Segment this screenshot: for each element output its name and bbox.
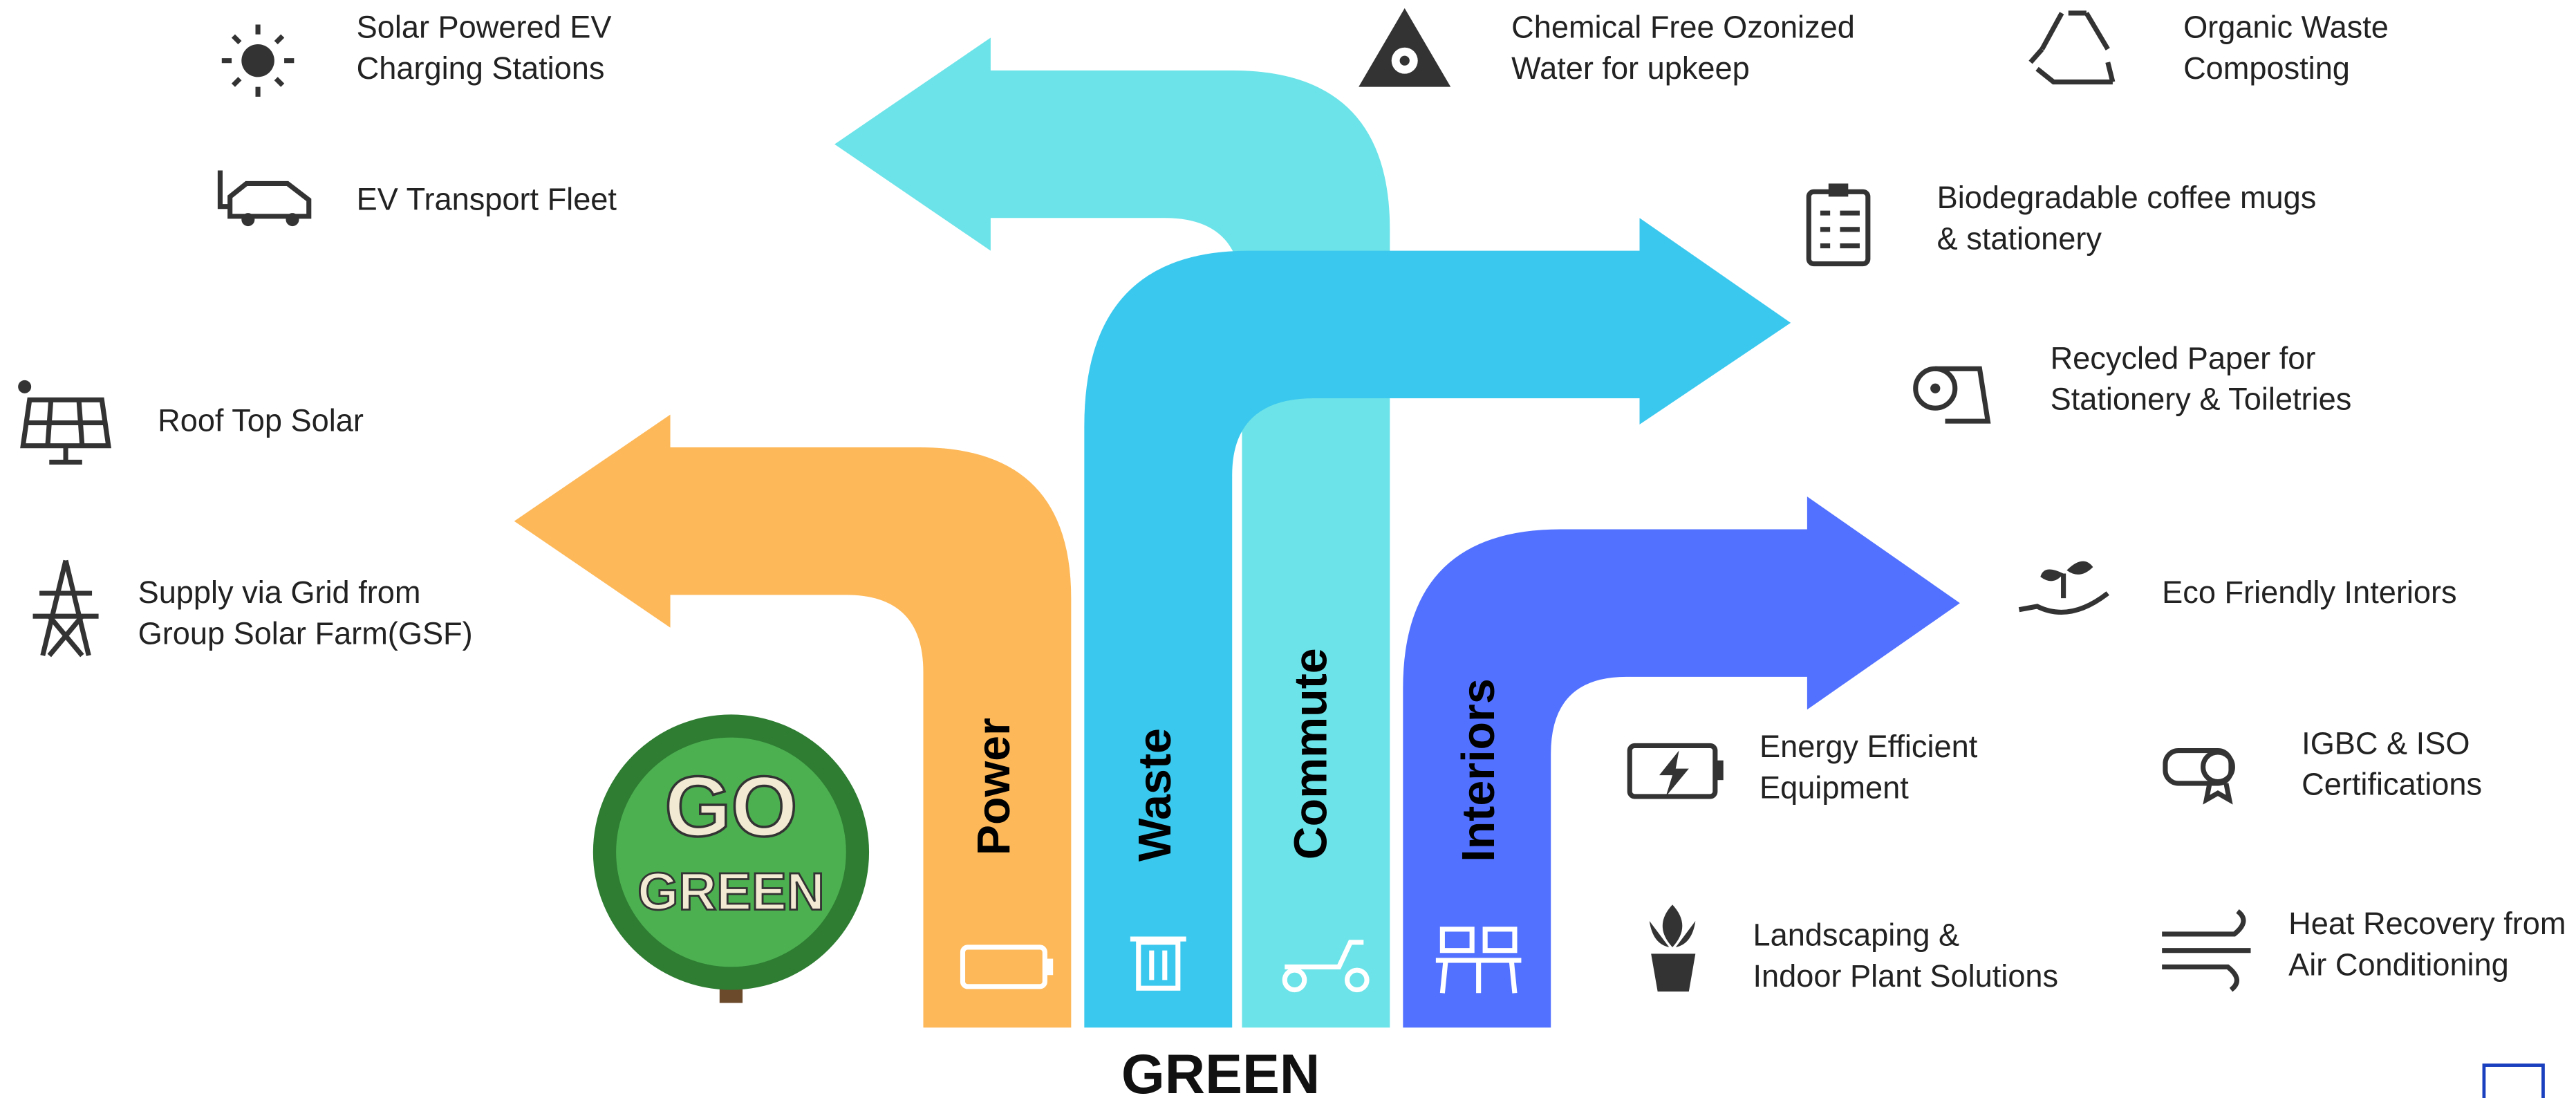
- item-text: Eco Friendly Interiors: [2162, 575, 2456, 610]
- clipboard-icon: [1809, 183, 1868, 263]
- item-text: Roof Top Solar: [158, 402, 364, 438]
- certificate-icon: [2165, 751, 2232, 800]
- go-green-logo: GO GREEN: [593, 714, 869, 1003]
- item-text: Recycled Paper for: [2051, 340, 2316, 375]
- item-text: Group Solar Farm(GSF): [138, 616, 473, 651]
- sun-icon: [222, 25, 295, 97]
- item-text: & stationery: [1937, 221, 2102, 256]
- paper-roll-icon: [1916, 369, 1988, 421]
- item-text: Air Conditioning: [2288, 947, 2509, 982]
- item-text: Certifications: [2302, 767, 2482, 802]
- item-text: Heat Recovery from: [2288, 906, 2566, 941]
- hazard-icon: [1359, 8, 1450, 87]
- solar-panel-icon: [18, 380, 109, 463]
- item-text: Stationery & Toiletries: [2051, 382, 2352, 417]
- item-text: Solar Powered EV: [357, 10, 612, 45]
- arrow-label: Waste: [1130, 728, 1181, 862]
- logo-text: GO: [664, 759, 797, 855]
- footer-title: GREEN: [1121, 1043, 1320, 1098]
- item-text: Supply via Grid from: [138, 575, 421, 610]
- item-text: Chemical Free Ozonized: [1511, 10, 1855, 45]
- corner-logo: [2484, 1066, 2544, 1098]
- arrow-label: Power: [969, 718, 1020, 855]
- arrow-label: Interiors: [1453, 678, 1504, 862]
- logo-text: GREEN: [637, 863, 824, 922]
- item-text: Landscaping &: [1753, 918, 1959, 953]
- item-text: Composting: [2183, 50, 2350, 86]
- item-text: Water for upkeep: [1511, 50, 1750, 86]
- item-text: Charging Stations: [357, 50, 605, 86]
- item-text: Energy Efficient: [1760, 729, 1978, 764]
- wind-icon: [2162, 911, 2250, 990]
- plant-hand-icon: [2019, 561, 2107, 613]
- diagram: Power Waste Commute Interiors GO GREEN G…: [0, 0, 2576, 1098]
- item-text: IGBC & ISO: [2302, 725, 2470, 761]
- pylon-icon: [33, 561, 99, 655]
- item-text: EV Transport Fleet: [357, 181, 617, 216]
- potted-plant-icon: [1650, 904, 1696, 992]
- recycle-icon: [2031, 13, 2113, 82]
- item-text: Organic Waste: [2183, 10, 2389, 45]
- item-text: Biodegradable coffee mugs: [1937, 180, 2317, 215]
- item-text: Indoor Plant Solutions: [1753, 958, 2058, 994]
- battery-charge-icon: [1630, 745, 1723, 796]
- car-icon: [220, 170, 308, 226]
- arrow-label: Commute: [1286, 648, 1337, 859]
- page: Power Waste Commute Interiors GO GREEN G…: [0, 0, 2576, 1098]
- item-text: Equipment: [1760, 770, 1909, 805]
